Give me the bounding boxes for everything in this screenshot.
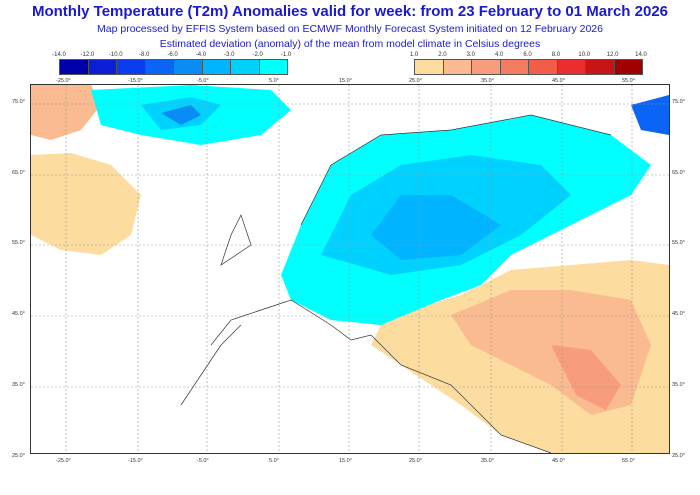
longitude-label: 5.0° — [269, 458, 279, 464]
longitude-label: 35.0° — [481, 78, 494, 84]
latitude-label: 35.0° — [672, 382, 685, 388]
cold-anomaly-legend — [59, 59, 288, 75]
legend-swatch — [415, 60, 444, 74]
legend-swatch — [443, 60, 472, 74]
map-subtitle-units: Estimated deviation (anomaly) of the mea… — [159, 38, 541, 50]
longitude-label: 45.0° — [552, 458, 565, 464]
legend-tick-label: 3.0 — [466, 52, 475, 58]
legend-tick-label: -10.0 — [108, 52, 123, 58]
legend-tick-label: -14.0 — [52, 52, 66, 58]
legend-tick-label: 6.0 — [523, 52, 532, 58]
legend-swatch — [202, 60, 231, 74]
longitude-label: 15.0° — [339, 458, 352, 464]
legend-tick-label: -8.0 — [138, 52, 150, 58]
legend-swatch — [88, 60, 117, 74]
longitude-label: -5.0° — [197, 78, 209, 84]
legend-swatch — [60, 60, 89, 74]
legend-swatch — [586, 60, 615, 74]
longitude-label: -15.0° — [128, 458, 143, 464]
legend-tick-label: 8.0 — [551, 52, 561, 58]
longitude-label: -15.0° — [128, 78, 143, 84]
longitude-label: 5.0° — [269, 78, 279, 84]
legend-tick-label: 1.0 — [409, 52, 419, 58]
legend-swatch — [500, 60, 529, 74]
latitude-label: 65.0° — [12, 170, 25, 176]
legend-tick-label: 2.0 — [438, 52, 447, 58]
legend-tick-label: -2.0 — [252, 52, 263, 58]
latitude-label: 25.0° — [672, 453, 685, 459]
legend-tick-label: 14.0 — [635, 52, 647, 58]
anomaly-map — [30, 84, 670, 454]
legend-swatch — [145, 60, 174, 74]
legend-tick-label: -4.0 — [195, 52, 207, 58]
longitude-label: -5.0° — [197, 458, 209, 464]
legend-swatch — [614, 60, 642, 74]
coastlines — [180, 114, 612, 453]
legend-swatch — [117, 60, 146, 74]
legend-tick-label: -1.0 — [280, 52, 292, 58]
legend-swatch — [557, 60, 586, 74]
latitude-label: 55.0° — [12, 240, 25, 246]
longitude-label: 35.0° — [481, 458, 494, 464]
legend-swatch — [472, 60, 501, 74]
longitude-label: 15.0° — [339, 78, 352, 84]
longitude-label: 25.0° — [409, 78, 422, 84]
latitude-label: 75.0° — [672, 99, 685, 105]
legend-tick-label: 10.0 — [578, 52, 591, 58]
legend-swatch — [174, 60, 203, 74]
latitude-label: 35.0° — [12, 382, 25, 388]
longitude-label: -25.0° — [56, 458, 71, 464]
legend-swatch — [231, 60, 260, 74]
longitude-label: 45.0° — [552, 78, 565, 84]
graticule — [31, 85, 669, 453]
latitude-label: 65.0° — [672, 170, 685, 176]
legend-swatch — [259, 60, 287, 74]
cold-anomaly-shading — [91, 85, 669, 325]
latitude-label: 45.0° — [12, 311, 25, 317]
map-subtitle-processing: Map processed by EFFIS System based on E… — [97, 23, 603, 35]
latitude-label: 45.0° — [672, 311, 685, 317]
latitude-label: 25.0° — [12, 453, 25, 459]
legend-tick-label: -3.0 — [224, 52, 235, 58]
longitude-label: -25.0° — [56, 78, 71, 84]
warm-anomaly-shading — [31, 85, 669, 453]
latitude-label: 55.0° — [672, 240, 685, 246]
legend-swatch — [529, 60, 558, 74]
latitude-label: 75.0° — [12, 99, 25, 105]
legend-tick-label: 4.0 — [494, 52, 504, 58]
map-title: Monthly Temperature (T2m) Anomalies vali… — [31, 3, 668, 20]
longitude-label: 55.0° — [622, 458, 635, 464]
legend-tick-label: -6.0 — [167, 52, 178, 58]
legend-tick-label: -12.0 — [80, 52, 95, 58]
legend-tick-label: 12.0 — [606, 52, 619, 58]
warm-anomaly-legend — [414, 59, 643, 75]
longitude-label: 25.0° — [409, 458, 422, 464]
longitude-label: 55.0° — [622, 78, 635, 84]
